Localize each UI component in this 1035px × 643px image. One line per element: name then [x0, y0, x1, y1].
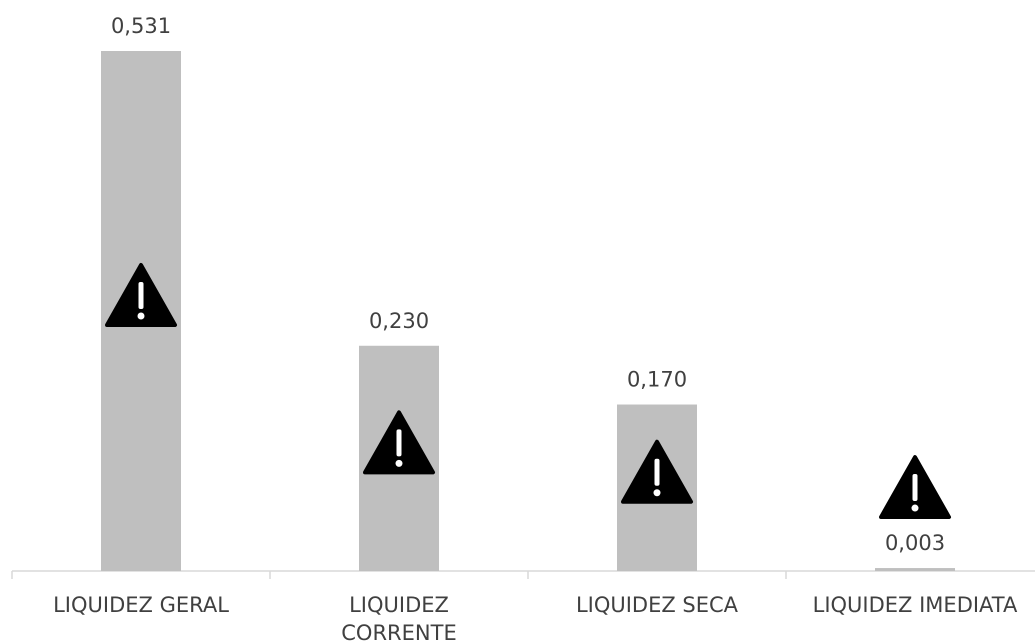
warning-icon-dot	[395, 459, 403, 467]
x-tick-label: LIQUIDEZ IMEDIATA	[812, 593, 1018, 617]
warning-icon-dot	[137, 312, 145, 320]
value-label: 0,230	[369, 309, 429, 333]
value-label: 0,003	[885, 531, 945, 555]
value-label: 0,531	[111, 14, 171, 38]
bar	[875, 568, 955, 571]
warning-icon-bar	[912, 474, 918, 502]
warning-icon-dot	[911, 504, 919, 512]
warning-icon-bar	[138, 282, 144, 309]
warning-icon-dot	[653, 489, 661, 497]
value-label: 0,170	[627, 368, 687, 392]
warning-icon-bar	[654, 458, 660, 486]
x-tick-label: LIQUIDEZ SECA	[575, 593, 739, 617]
warning-icon-bar	[396, 429, 402, 457]
x-tick-label: LIQUIDEZ GERAL	[53, 593, 229, 617]
x-tick-label: LIQUIDEZ CORRENTE	[341, 593, 457, 643]
